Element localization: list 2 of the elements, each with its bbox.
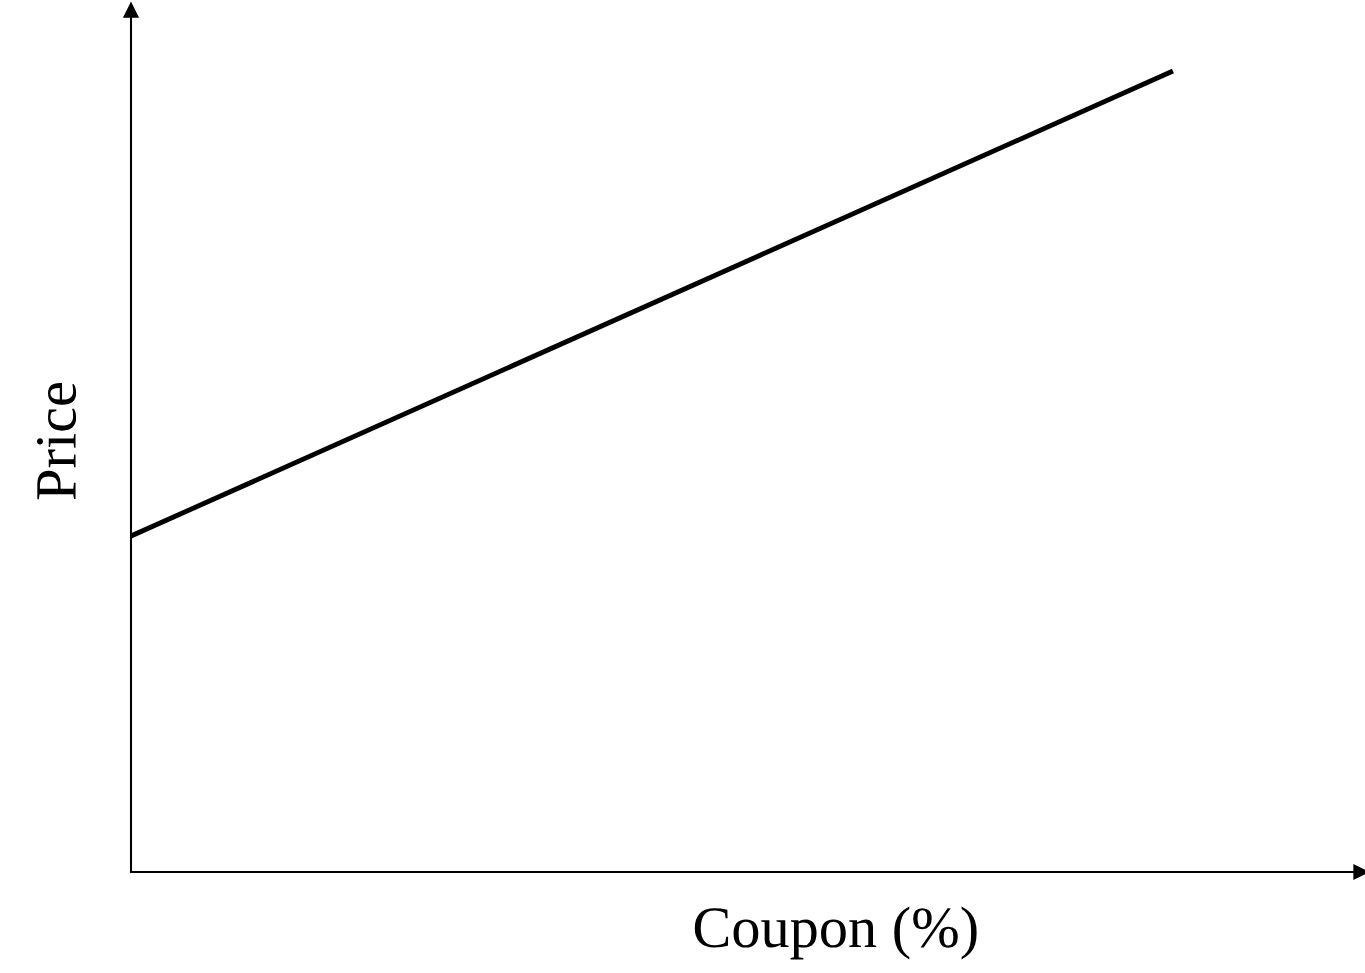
y-axis-title: Price xyxy=(36,383,77,500)
x-axis-title: Coupon (%) xyxy=(694,906,977,960)
